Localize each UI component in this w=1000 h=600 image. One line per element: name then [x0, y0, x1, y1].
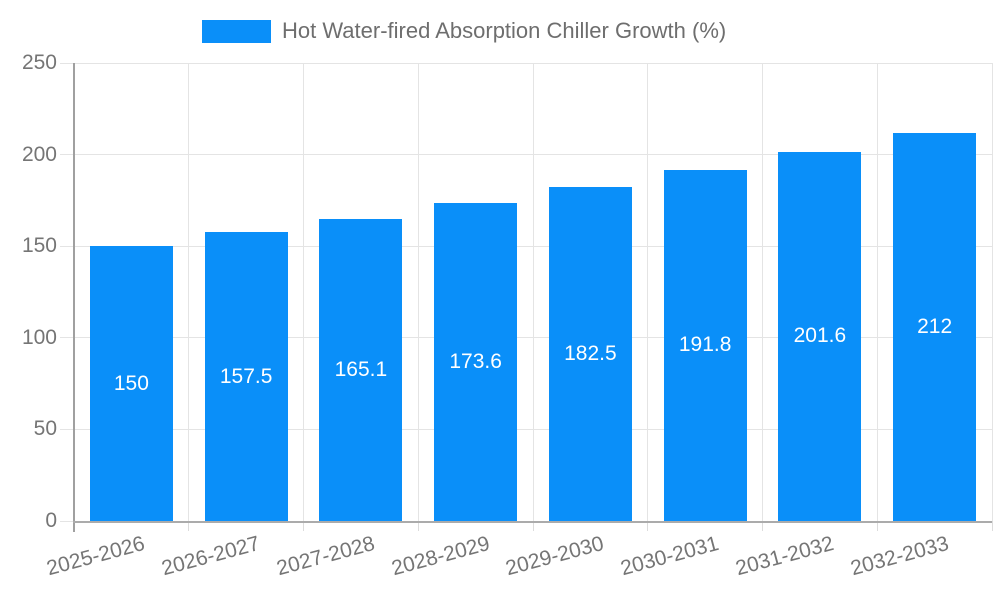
- y-axis-tick-label: 150: [21, 234, 57, 258]
- x-axis-tick: [303, 521, 304, 531]
- bar-value-label: 201.6: [793, 324, 847, 348]
- gridline-horizontal: [60, 62, 992, 64]
- bar: 157.5: [204, 232, 288, 521]
- bar: 165.1: [319, 218, 403, 521]
- bar: 182.5: [548, 186, 632, 521]
- bar: 191.8: [663, 169, 747, 521]
- gridline-vertical: [991, 63, 993, 521]
- bar: 150: [89, 246, 173, 521]
- gridline-horizontal: [60, 245, 992, 247]
- bar-value-label: 191.8: [678, 333, 732, 357]
- bar: 201.6: [778, 151, 862, 521]
- gridline-vertical: [647, 63, 649, 521]
- x-axis-tick: [876, 521, 878, 531]
- bar-value-label: 165.1: [334, 357, 388, 381]
- y-axis-line: [73, 63, 75, 532]
- x-axis-tick: [991, 521, 993, 531]
- bar: 173.6: [434, 202, 518, 521]
- y-axis-tick-label: 0: [45, 509, 57, 532]
- y-axis-tick-label: 200: [21, 142, 57, 166]
- bar-value-label: 212: [917, 314, 953, 338]
- gridline-vertical: [762, 63, 763, 521]
- gridline-vertical: [532, 63, 534, 521]
- x-axis-tick: [647, 521, 649, 531]
- y-axis-tick: [60, 520, 74, 522]
- x-axis-tick: [532, 521, 534, 531]
- bar-value-label: 157.5: [219, 364, 273, 388]
- bar-value-label: 182.5: [564, 341, 617, 365]
- gridline-vertical: [188, 63, 190, 521]
- y-axis-tick-label: 250: [21, 51, 57, 74]
- legend[interactable]: Hot Water-fired Absorption Chiller Growt…: [202, 18, 726, 44]
- gridline-vertical: [303, 63, 304, 521]
- gridline-vertical: [876, 63, 878, 521]
- gridline-vertical: [417, 63, 419, 521]
- gridline-horizontal: [60, 154, 992, 156]
- bar-value-label: 173.6: [449, 349, 502, 373]
- gridline-horizontal: [60, 337, 992, 339]
- legend-label: Hot Water-fired Absorption Chiller Growt…: [282, 18, 727, 43]
- x-axis-line: [73, 521, 992, 523]
- x-axis-tick: [188, 521, 190, 531]
- x-axis-tick: [417, 521, 419, 531]
- bar: 212: [893, 132, 977, 521]
- x-axis-tick: [762, 521, 763, 531]
- y-axis-tick-label: 100: [21, 325, 57, 349]
- plot-area: 150 157.5 165.1 173.6 182.5 191.8 201.6 212: [60, 62, 993, 531]
- legend-swatch: [202, 19, 271, 43]
- y-axis-tick-label: 50: [33, 417, 57, 441]
- gridline-horizontal: [60, 428, 992, 430]
- bar-value-label: 150: [113, 371, 149, 395]
